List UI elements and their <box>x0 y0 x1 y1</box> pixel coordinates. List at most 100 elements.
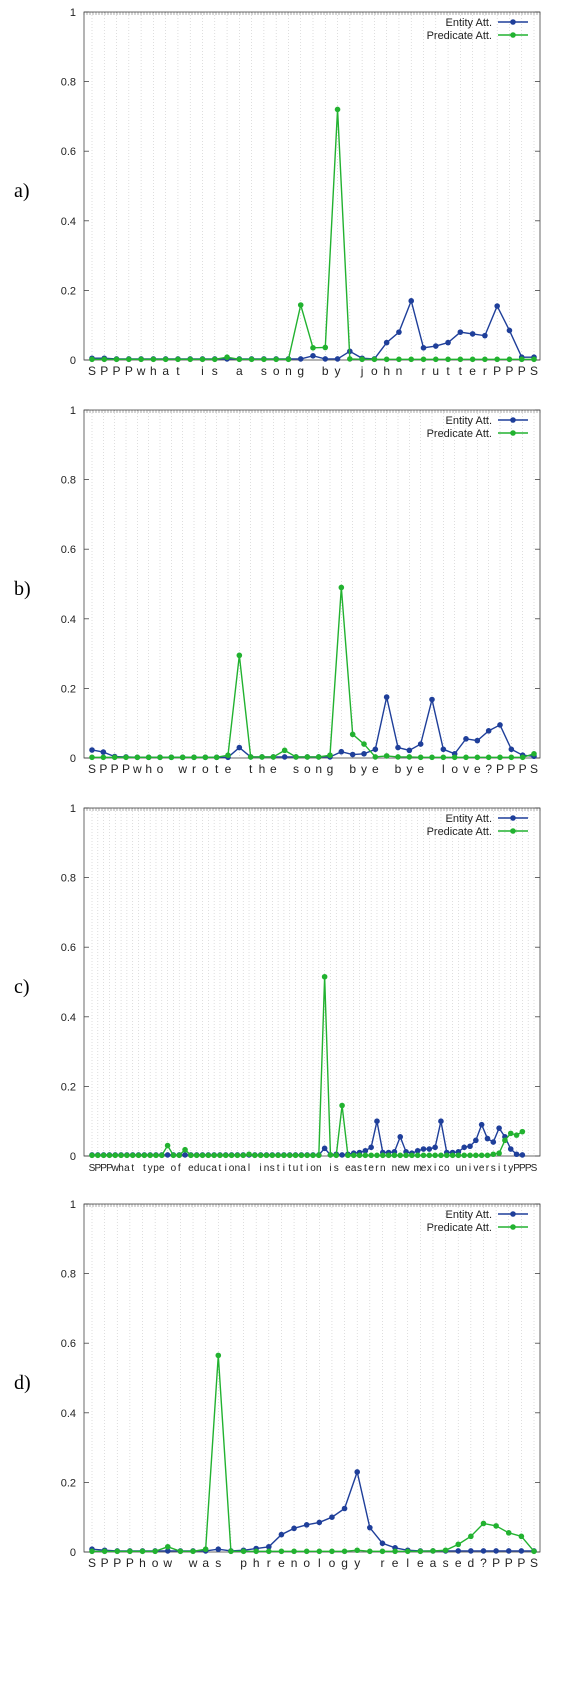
entity-data-point <box>457 329 464 335</box>
legend-predicate-label: Predicate Att. <box>427 1222 492 1234</box>
predicate-data-point <box>442 1547 449 1554</box>
x-tick-label: i <box>260 1163 262 1174</box>
entity-data-point <box>497 722 503 728</box>
predicate-data-point <box>379 1548 386 1555</box>
predicate-data-point <box>157 754 163 761</box>
x-tick-label: o <box>303 1556 310 1570</box>
y-tick-label: 1 <box>70 7 76 19</box>
predicate-data-point <box>408 356 415 363</box>
predicate-data-point <box>451 754 458 761</box>
predicate-data-point <box>270 754 277 760</box>
x-tick-label: o <box>451 762 458 776</box>
x-tick-label: o <box>229 1163 235 1174</box>
predicate-data-point <box>396 356 402 363</box>
x-tick-label: P <box>126 1556 134 1570</box>
entity-data-point <box>468 1548 474 1554</box>
x-tick-label: n <box>235 1163 241 1174</box>
entity-data-point <box>493 1548 499 1554</box>
legend-predicate-label: Predicate Att. <box>427 826 492 838</box>
entity-data-point <box>303 1522 310 1528</box>
x-tick-label: c <box>438 1163 443 1174</box>
x-tick-label: b <box>395 762 402 776</box>
entity-data-point <box>354 1469 361 1475</box>
y-tick-label: 1 <box>70 803 76 815</box>
legend-entity-label: Entity Att. <box>446 415 492 427</box>
entity-data-point <box>474 737 481 744</box>
x-tick-label: b <box>322 364 329 378</box>
predicate-data-point <box>123 754 129 761</box>
x-tick-label: P <box>101 1556 109 1570</box>
x-tick-label: P <box>525 1163 532 1174</box>
predicate-data-point <box>414 1152 421 1159</box>
predicate-data-point <box>141 1152 148 1159</box>
x-tick-label: P <box>99 762 107 776</box>
predicate-data-point <box>506 356 513 363</box>
x-tick-label: t <box>459 364 463 378</box>
predicate-data-point <box>191 754 197 761</box>
entity-data-point <box>334 356 341 362</box>
x-tick-label: x <box>427 1163 432 1174</box>
predicate-data-point <box>213 754 220 761</box>
entity-data-point <box>429 696 435 703</box>
entity-data-point <box>438 1118 444 1124</box>
x-tick-label: S <box>89 1163 96 1174</box>
predicate-data-point <box>327 1152 334 1158</box>
x-tick-label: e <box>397 1163 403 1174</box>
predicate-data-point <box>168 754 175 761</box>
x-tick-label: r <box>422 364 426 378</box>
y-tick-label: 1 <box>70 1199 76 1211</box>
x-tick-label: b <box>349 762 356 776</box>
x-tick-label: g <box>341 1556 348 1570</box>
x-tick-label: t <box>131 1163 134 1174</box>
predicate-data-point <box>310 345 316 351</box>
entity-data-point <box>506 327 513 334</box>
predicate-data-point <box>263 1152 270 1159</box>
predicate-data-point <box>327 752 333 759</box>
entity-data-point <box>420 1146 427 1152</box>
x-tick-label: a <box>351 1163 357 1174</box>
x-tick-label: w <box>136 364 146 378</box>
x-tick-label: a <box>236 364 243 378</box>
legend-entity-label: Entity Att. <box>446 1209 492 1221</box>
predicate-data-point <box>518 1533 525 1540</box>
entity-data-point <box>278 1531 285 1538</box>
predicate-data-point <box>409 1152 415 1159</box>
entity-data-point <box>281 754 288 760</box>
predicate-data-point <box>383 356 390 363</box>
x-tick-label: P <box>507 762 515 776</box>
entity-data-point <box>484 1135 491 1142</box>
predicate-data-point <box>176 1152 183 1159</box>
predicate-data-point <box>463 754 469 761</box>
y-tick-label: 0.8 <box>61 77 76 89</box>
x-tick-label: P <box>496 762 504 776</box>
predicate-data-point <box>89 754 95 761</box>
x-tick-label: e <box>159 1163 165 1174</box>
predicate-data-point <box>179 754 186 761</box>
predicate-data-point <box>111 754 118 761</box>
x-tick-label: i <box>469 1163 471 1174</box>
entity-data-point <box>455 1548 462 1554</box>
entity-data-point <box>164 1152 171 1158</box>
predicate-data-point <box>118 1152 124 1159</box>
x-tick-label: S <box>88 1556 96 1570</box>
entity-data-point <box>519 1152 526 1158</box>
y-tick-label: 0 <box>70 355 76 367</box>
predicate-data-point <box>127 1548 133 1555</box>
predicate-data-point <box>275 1152 281 1159</box>
x-tick-label: n <box>380 1163 386 1174</box>
x-tick-label: n <box>285 364 292 378</box>
entity-data-point <box>266 1543 272 1550</box>
legend-entity-marker <box>510 815 516 821</box>
x-tick-label: g <box>297 364 304 378</box>
entity-data-point <box>329 1514 335 1520</box>
predicate-data-point <box>303 1548 310 1555</box>
predicate-data-point <box>297 302 304 308</box>
x-tick-label: t <box>176 364 180 378</box>
x-tick-label: P <box>106 1163 113 1174</box>
predicate-data-point <box>356 1152 363 1159</box>
x-tick-label: s <box>293 762 299 776</box>
x-tick-label: e <box>417 762 424 776</box>
x-tick-label: n <box>392 1163 398 1174</box>
